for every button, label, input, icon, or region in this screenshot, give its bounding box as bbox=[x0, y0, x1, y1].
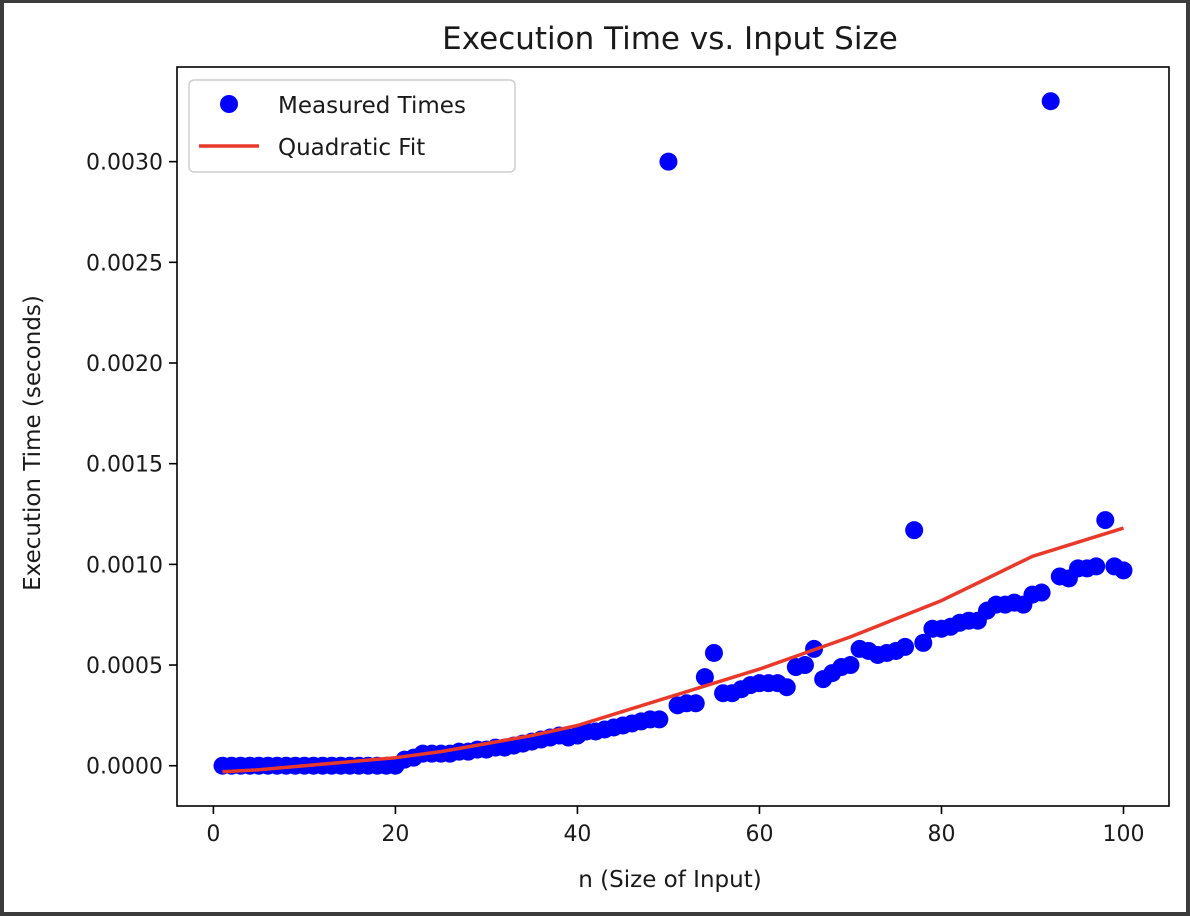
data-point bbox=[1087, 557, 1106, 576]
x-tick-label: 60 bbox=[745, 822, 773, 847]
legend: Measured Times Quadratic Fit bbox=[188, 79, 516, 173]
data-point bbox=[1096, 511, 1115, 530]
data-point bbox=[896, 637, 915, 656]
x-tick-label: 80 bbox=[927, 822, 955, 847]
x-tick-label: 20 bbox=[381, 822, 409, 847]
x-axis-label: n (Size of Input) bbox=[578, 867, 761, 893]
chart: Execution Time vs. Input Size 0 20 40 60 80 1… bbox=[20, 21, 1170, 893]
y-tick-label: 0.0025 bbox=[86, 251, 163, 276]
data-point bbox=[905, 521, 924, 540]
data-point bbox=[795, 656, 814, 675]
legend-marker-measured-times bbox=[220, 95, 238, 113]
data-point bbox=[1032, 583, 1051, 602]
plot-area bbox=[176, 66, 1170, 807]
data-point bbox=[695, 668, 714, 687]
data-point bbox=[914, 633, 933, 652]
fit-line bbox=[222, 526, 1125, 774]
y-tick-label: 0.0000 bbox=[86, 755, 163, 780]
data-point bbox=[1114, 561, 1133, 580]
x-tick-label: 0 bbox=[206, 822, 220, 847]
data-point bbox=[659, 152, 678, 171]
figure-canvas: Execution Time vs. Input Size 0 20 40 60 80 1… bbox=[4, 3, 1186, 912]
x-axis: 0 20 40 60 80 100 bbox=[206, 806, 1144, 847]
data-point bbox=[1041, 92, 1060, 111]
data-point bbox=[777, 678, 796, 697]
y-tick-label: 0.0015 bbox=[86, 453, 163, 478]
y-tick-label: 0.0010 bbox=[86, 553, 163, 578]
legend-box bbox=[188, 79, 516, 173]
data-point bbox=[704, 643, 723, 662]
legend-label-measured-times: Measured Times bbox=[278, 93, 466, 119]
chart-title: Execution Time vs. Input Size bbox=[442, 21, 898, 57]
data-point bbox=[841, 656, 860, 675]
y-tick-label: 0.0020 bbox=[86, 352, 163, 377]
x-tick-label: 100 bbox=[1102, 822, 1144, 847]
x-tick-label: 40 bbox=[563, 822, 591, 847]
y-axis: 0.0000 0.0005 0.0010 0.0015 0.0020 0.0025 0.00… bbox=[86, 151, 177, 780]
data-point bbox=[650, 710, 669, 729]
y-tick-label: 0.0005 bbox=[86, 654, 163, 679]
y-tick-label: 0.0030 bbox=[86, 151, 163, 176]
data-point bbox=[686, 694, 705, 713]
legend-label-quadratic-fit: Quadratic Fit bbox=[278, 135, 425, 161]
y-axis-label: Execution Time (seconds) bbox=[20, 295, 46, 591]
plot-frame bbox=[176, 66, 1170, 807]
